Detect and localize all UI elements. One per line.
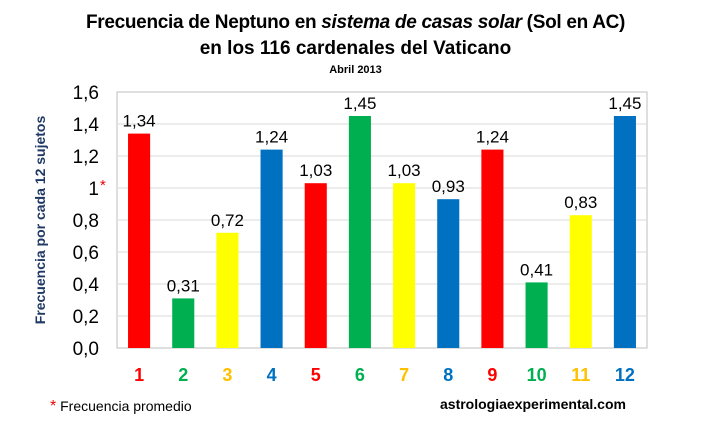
y-tick-label: 0,2 <box>73 307 99 328</box>
data-label: 1,24 <box>476 128 509 147</box>
bar <box>128 133 151 348</box>
y-tick-label: 1,4 <box>73 115 100 136</box>
title-italic: sistema de casas solar <box>321 12 522 33</box>
bar <box>304 183 327 348</box>
data-label: 0,31 <box>167 276 200 295</box>
y-tick-label: 1,2 <box>73 147 99 168</box>
x-tick-label: 12 <box>615 365 635 385</box>
chart-title-line2: en los 116 cardenales del Vaticano <box>199 38 512 59</box>
chart-title: Frecuencia de Neptuno en sistema de casa… <box>0 12 711 34</box>
x-tick-label: 9 <box>487 365 497 385</box>
x-tick-label: 5 <box>311 365 321 385</box>
data-label: 0,83 <box>564 193 597 212</box>
bar <box>172 298 195 348</box>
x-tick-label: 6 <box>355 365 365 385</box>
y-tick-label: 0,4 <box>73 275 100 296</box>
bar <box>525 282 548 348</box>
bar <box>481 149 504 348</box>
footnote-marker: * <box>50 398 57 415</box>
x-tick-label: 11 <box>571 365 590 385</box>
y-tick-label: 1 <box>88 179 99 200</box>
footnote-text: Frecuencia promedio <box>60 398 192 414</box>
y-tick-label: 1,6 <box>73 83 99 104</box>
y-tick-marker: * <box>100 177 106 194</box>
y-tick-label: 0,6 <box>73 243 99 264</box>
x-tick-label: 1 <box>134 365 144 385</box>
x-tick-label: 8 <box>443 365 453 385</box>
data-label: 1,03 <box>388 161 421 180</box>
data-label: 1,24 <box>255 128 288 147</box>
chart-subtitle: Abril 2013 <box>329 64 382 76</box>
footnote: * Frecuencia promedio <box>50 398 192 416</box>
bar <box>348 116 371 348</box>
x-tick-label: 2 <box>178 365 188 385</box>
data-label: 0,93 <box>432 177 465 196</box>
data-label: 0,41 <box>520 260 553 279</box>
bar <box>437 199 460 348</box>
data-label: 1,03 <box>299 161 332 180</box>
y-axis-label: Frecuencia por cada 12 sujetos <box>32 115 48 325</box>
title-part: (Sol en AC) <box>521 12 626 33</box>
bar <box>260 149 283 348</box>
x-tick-label: 10 <box>527 365 547 385</box>
data-label: 1,34 <box>123 112 156 131</box>
bar <box>569 215 592 348</box>
y-tick-label: 0,8 <box>73 211 99 232</box>
data-label: 1,45 <box>343 94 376 113</box>
x-tick-label: 7 <box>399 365 409 385</box>
y-tick-label: 0,0 <box>73 339 99 360</box>
website-credit: astrologiaexperimental.com <box>440 396 626 412</box>
x-tick-label: 4 <box>267 365 277 385</box>
data-label: 1,45 <box>608 94 641 113</box>
bar <box>613 116 636 348</box>
title-part: Frecuencia de Neptuno en <box>85 12 322 33</box>
data-label: 0,72 <box>211 211 244 230</box>
bar <box>216 232 239 348</box>
x-tick-label: 3 <box>222 365 232 385</box>
bar <box>393 183 416 348</box>
